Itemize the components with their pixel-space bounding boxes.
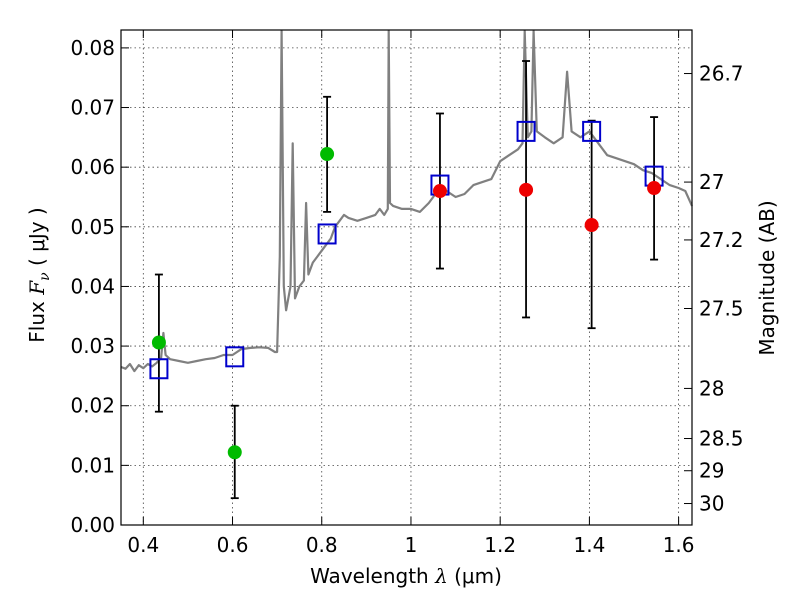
y2-tick-label: 27.5: [699, 297, 744, 321]
detection-point: [151, 335, 166, 350]
x-axis-label: Wavelength λ (μm): [310, 564, 502, 588]
y-axis-label: Flux Fν ( μJy ): [25, 207, 53, 342]
model-photometry-squares: [149, 120, 664, 380]
y-tick-label: 0.05: [70, 215, 115, 239]
model-spectrum: [120, 29, 694, 373]
x-tick-label: 1: [405, 533, 418, 557]
y2-tick-label: 30: [699, 492, 724, 516]
plot-frame: [120, 29, 693, 526]
nondetection-point: [584, 218, 599, 233]
tick-labels: 0.4 0.6 0.8 1 1.2 1.4 1.6 0.00 0.01 0.02 0.03 0.04 0…: [70, 36, 743, 557]
x-tick-label: 1.2: [484, 533, 516, 557]
y2-axis-label: Magnitude (AB): [755, 200, 779, 355]
x-tick-label: 1.6: [663, 533, 695, 557]
nondetection-point: [432, 184, 447, 199]
y-tick-label: 0.04: [70, 274, 115, 298]
model-square: [317, 223, 337, 245]
y2-tick-label: 29: [699, 459, 724, 483]
detection-point: [320, 147, 335, 162]
spectrum-line: [120, 29, 694, 373]
y-tick-label: 0.06: [70, 155, 115, 179]
y2-tick-label: 27.2: [699, 228, 744, 252]
model-square: [225, 346, 245, 368]
model-square: [516, 120, 536, 142]
y2-tick-label: 26.7: [699, 62, 744, 86]
model-square: [149, 358, 169, 380]
y-tick-label: 0.00: [70, 513, 115, 537]
nondetection-point: [647, 181, 662, 196]
model-square: [582, 120, 602, 142]
x-tick-label: 0.8: [306, 533, 338, 557]
x-tick-label: 0.6: [217, 533, 249, 557]
y2-tick-label: 27: [699, 170, 724, 194]
detection-point: [227, 445, 242, 460]
y-tick-label: 0.08: [70, 36, 115, 60]
nondetection-point: [519, 182, 534, 197]
x-tick-label: 1.4: [573, 533, 605, 557]
axis-ticks: [121, 30, 692, 526]
observed-photometry-points: [151, 147, 662, 460]
y2-tick-label: 28: [699, 376, 724, 400]
y-tick-label: 0.07: [70, 96, 115, 120]
x-tick-label: 0.4: [127, 533, 159, 557]
y-tick-label: 0.01: [70, 453, 115, 477]
y2-tick-label: 28.5: [699, 427, 744, 451]
grid-lines: [121, 30, 692, 526]
y-tick-label: 0.02: [70, 394, 115, 418]
y-tick-label: 0.03: [70, 334, 115, 358]
